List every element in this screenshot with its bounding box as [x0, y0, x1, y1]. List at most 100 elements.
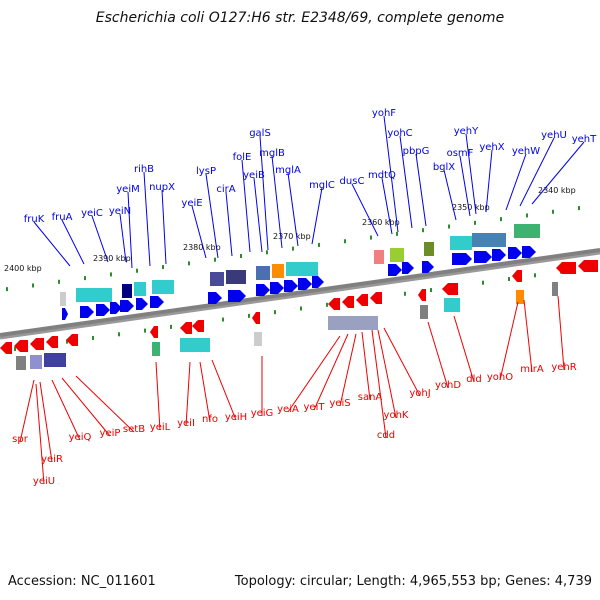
feature-box	[76, 288, 112, 302]
leader-line	[259, 135, 269, 251]
forward-gene-arrow	[136, 298, 148, 310]
backbone-line	[0, 248, 600, 337]
gene-label-dld: dld	[466, 374, 481, 385]
feature-box	[16, 356, 26, 370]
gene-label-yehT: yehT	[572, 134, 597, 145]
forward-gene-arrow	[120, 300, 134, 312]
forward-gene-arrow	[208, 292, 222, 304]
forward-gene-arrow	[270, 282, 284, 294]
leader-line	[61, 219, 85, 265]
leader-line	[199, 361, 211, 423]
marker-dot	[526, 213, 528, 218]
genome-backbone	[0, 248, 600, 340]
gene-label-setB: setB	[123, 424, 145, 435]
gene-label-osmF: osmF	[447, 148, 474, 159]
forward-gene-labels: fruK fruA yeiC yeiN yeiM rihB nupX yeiE lysPcirA…	[24, 108, 597, 269]
gene-label-dusC: dusC	[340, 176, 365, 187]
gene-label-yeiA: yeiA	[277, 404, 299, 415]
feature-box	[444, 298, 460, 312]
gene-label-cdd: cdd	[377, 430, 395, 441]
marker-dot	[84, 276, 86, 281]
forward-gene-arrow	[312, 276, 324, 288]
leader-line	[453, 315, 475, 383]
feature-box	[210, 272, 224, 286]
gene-label-rihB: rihB	[134, 164, 154, 175]
tick-label: 2350 kbp	[452, 203, 490, 212]
leader-line	[557, 295, 565, 371]
marker-dot	[422, 228, 424, 233]
leader-line	[155, 361, 161, 431]
leader-line	[361, 331, 371, 401]
leader-line	[271, 155, 283, 249]
marker-dot	[240, 253, 242, 258]
gene-label-yeiC: yeiC	[81, 208, 103, 219]
tick-label: 2390 kbp	[93, 254, 131, 263]
gene-label-lysP: lysP	[196, 166, 216, 177]
tick-label: 2380 kbp	[183, 243, 221, 252]
feature-box	[272, 264, 284, 278]
forward-gene-arrow	[452, 253, 472, 265]
marker-dot	[266, 250, 268, 255]
marker-dot	[222, 317, 224, 322]
leader-line	[505, 153, 527, 211]
leader-line	[39, 381, 53, 463]
leader-line	[383, 115, 399, 233]
leader-line	[241, 159, 251, 253]
reverse-gene-arrow	[252, 312, 260, 324]
reverse-gene-arrow	[356, 294, 368, 306]
marker-dot	[248, 313, 250, 318]
reverse-gene-arrow	[342, 296, 354, 308]
forward-gene-arrow	[298, 278, 312, 290]
marker-dot	[274, 310, 276, 315]
leader-line	[399, 135, 413, 229]
marker-dot	[6, 287, 8, 292]
marker-dot	[162, 265, 164, 270]
reverse-gene-arrow	[328, 298, 340, 310]
feature-markers	[6, 206, 588, 352]
marker-dot	[66, 339, 68, 344]
leader-line	[143, 171, 151, 267]
gene-label-pbpG: pbpG	[403, 146, 430, 157]
forward-gene-arrow	[80, 306, 94, 318]
marker-dot	[92, 335, 94, 340]
leader-line	[339, 333, 357, 407]
gene-label-mdtQ: mdtQ	[368, 170, 396, 181]
marker-dot	[292, 246, 294, 251]
gene-label-folE: folE	[233, 152, 252, 163]
gene-label-yeiQ: yeiQ	[69, 432, 92, 443]
forward-gene-arrow	[388, 264, 402, 276]
leader-line	[465, 133, 477, 215]
feature-box	[552, 282, 558, 296]
marker-dot	[396, 231, 398, 236]
leader-line	[427, 321, 449, 389]
leader-line	[383, 327, 421, 397]
forward-gene-arrow	[522, 246, 536, 258]
feature-box	[30, 355, 42, 369]
forward-gene-arrow	[110, 302, 122, 314]
leader-line	[377, 329, 397, 419]
leader-line	[253, 177, 263, 253]
leader-line	[211, 359, 237, 421]
gene-label-yeiL: yeiL	[150, 422, 171, 433]
feature-box	[374, 250, 384, 264]
gene-label-yohK: yohK	[384, 410, 409, 421]
feature-box	[152, 280, 174, 294]
forward-gene-arrow	[474, 251, 492, 263]
gene-label-mglA: mglA	[275, 165, 301, 176]
leader-line	[351, 183, 379, 237]
gene-label-yeiU: yeiU	[33, 476, 55, 487]
marker-dot	[430, 288, 432, 293]
forward-gene-arrow	[256, 284, 270, 296]
tick-label: 2400 kbp	[4, 264, 42, 273]
leader-line	[191, 205, 207, 259]
genome-title: Escherichia coli O127:H6 str. E2348/69, …	[95, 10, 505, 26]
gene-label-mlrA: mlrA	[520, 364, 544, 375]
leader-line	[371, 329, 387, 439]
gene-label-yeiG: yeiG	[251, 408, 274, 419]
marker-dot	[508, 277, 510, 282]
leader-line	[75, 375, 135, 433]
tick-label: 2360 kbp	[362, 218, 400, 227]
reverse-gene-arrow	[512, 270, 522, 282]
reverse-gene-arrow	[66, 334, 78, 346]
leader-line	[499, 301, 519, 381]
